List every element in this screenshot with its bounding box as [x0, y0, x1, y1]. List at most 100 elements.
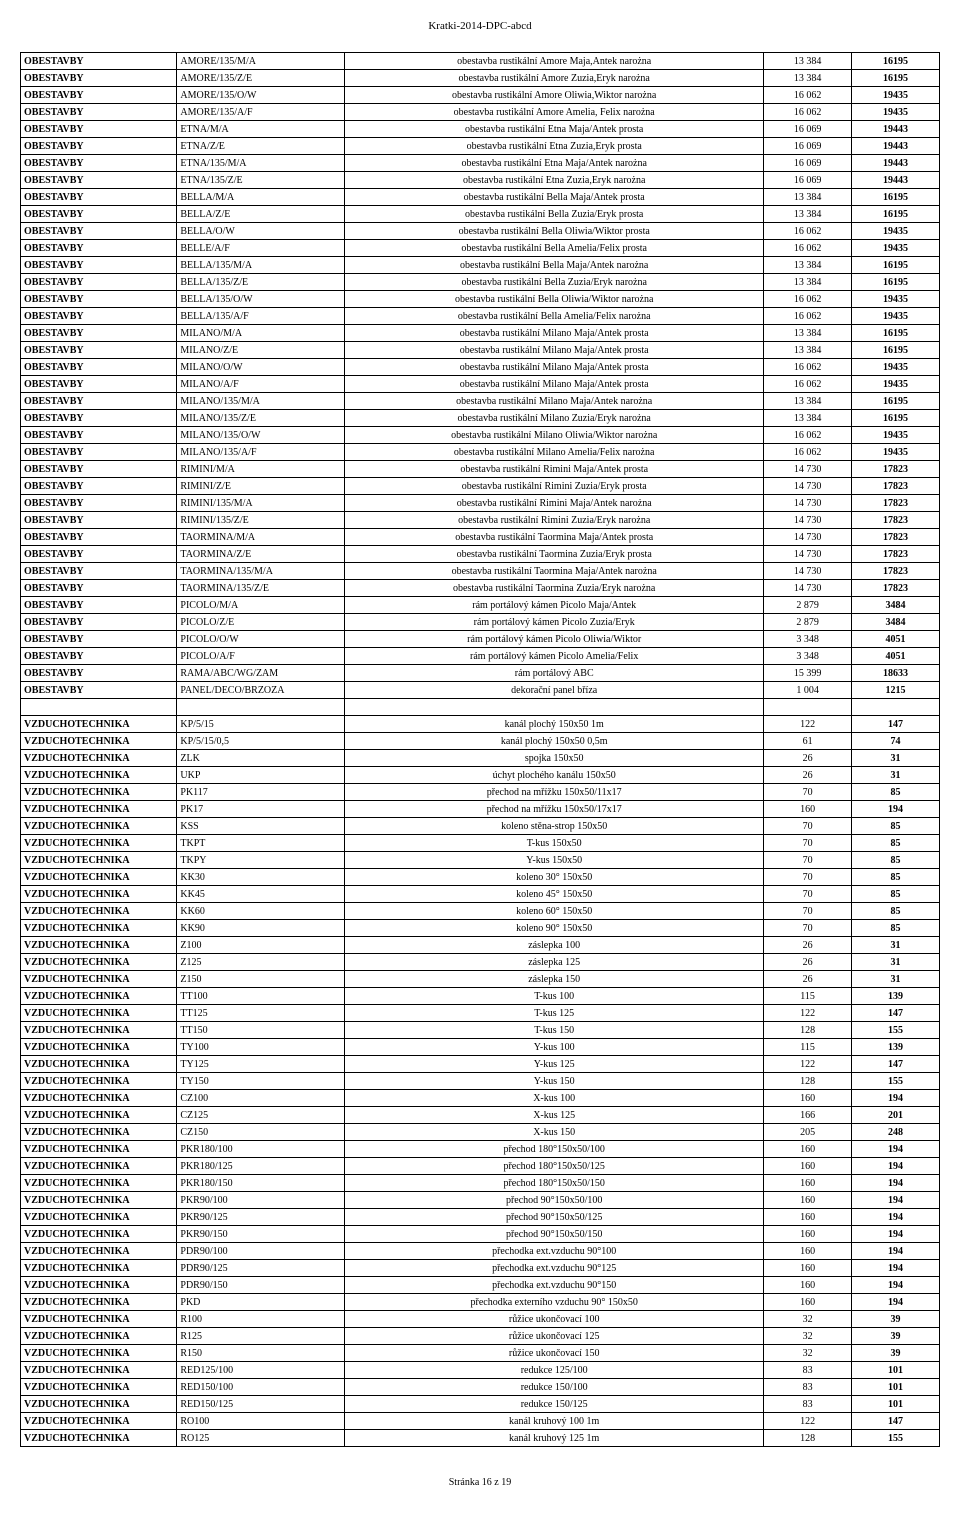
cell: záslepka 100 — [345, 937, 764, 954]
cell: RIMINI/135/M/A — [177, 495, 345, 512]
table-row: OBESTAVBYMILANO/135/M/Aobestavba rustiká… — [21, 393, 940, 410]
cell: 39 — [852, 1345, 940, 1362]
cell: VZDUCHOTECHNIKA — [21, 1158, 177, 1175]
table-row: OBESTAVBYPICOLO/M/Arám portálový kámen P… — [21, 597, 940, 614]
table-row: VZDUCHOTECHNIKATKPYY-kus 150x507085 — [21, 852, 940, 869]
cell: obestavba rustikální Rimini Maja/Antek p… — [345, 461, 764, 478]
cell: PK17 — [177, 801, 345, 818]
cell: KSS — [177, 818, 345, 835]
cell: 4051 — [852, 648, 940, 665]
cell: 160 — [764, 1209, 852, 1226]
cell — [764, 699, 852, 716]
cell: obestavba rustikální Taormina Zuzia/Eryk… — [345, 546, 764, 563]
table-row: OBESTAVBYRIMINI/135/M/Aobestavba rustiká… — [21, 495, 940, 512]
cell: 16 062 — [764, 240, 852, 257]
cell: VZDUCHOTECHNIKA — [21, 1039, 177, 1056]
cell: 17823 — [852, 495, 940, 512]
table-row: OBESTAVBYRIMINI/Z/Eobestavba rustikální … — [21, 478, 940, 495]
cell: TT150 — [177, 1022, 345, 1039]
cell: OBESTAVBY — [21, 665, 177, 682]
cell — [177, 699, 345, 716]
cell: T-kus 150 — [345, 1022, 764, 1039]
cell: růžice ukončovací 100 — [345, 1311, 764, 1328]
cell: redukce 150/125 — [345, 1396, 764, 1413]
cell: přechod 90°150x50/125 — [345, 1209, 764, 1226]
cell: OBESTAVBY — [21, 597, 177, 614]
table-row: VZDUCHOTECHNIKACZ150X-kus 150205248 — [21, 1124, 940, 1141]
table-row: VZDUCHOTECHNIKATT125T-kus 125122147 — [21, 1005, 940, 1022]
cell: 19443 — [852, 155, 940, 172]
cell: KK45 — [177, 886, 345, 903]
cell: 101 — [852, 1379, 940, 1396]
cell: OBESTAVBY — [21, 257, 177, 274]
cell: 16 062 — [764, 444, 852, 461]
cell: R100 — [177, 1311, 345, 1328]
cell: OBESTAVBY — [21, 614, 177, 631]
cell: VZDUCHOTECHNIKA — [21, 1056, 177, 1073]
cell: 3 348 — [764, 631, 852, 648]
cell: PDR90/125 — [177, 1260, 345, 1277]
table-row: VZDUCHOTECHNIKAPKR180/150přechod 180°150… — [21, 1175, 940, 1192]
cell: VZDUCHOTECHNIKA — [21, 716, 177, 733]
cell: 101 — [852, 1396, 940, 1413]
cell: 13 384 — [764, 342, 852, 359]
cell: OBESTAVBY — [21, 308, 177, 325]
cell: 26 — [764, 750, 852, 767]
cell: Z125 — [177, 954, 345, 971]
table-row: OBESTAVBYETNA/135/Z/Eobestavba rustikáln… — [21, 172, 940, 189]
cell: 74 — [852, 733, 940, 750]
cell: RO100 — [177, 1413, 345, 1430]
cell: OBESTAVBY — [21, 512, 177, 529]
cell: MILANO/A/F — [177, 376, 345, 393]
cell: PDR90/100 — [177, 1243, 345, 1260]
cell: 194 — [852, 1175, 940, 1192]
cell: VZDUCHOTECHNIKA — [21, 767, 177, 784]
table-row: VZDUCHOTECHNIKAPKR90/125přechod 90°150x5… — [21, 1209, 940, 1226]
cell: VZDUCHOTECHNIKA — [21, 954, 177, 971]
table-row: OBESTAVBYETNA/Z/Eobestavba rustikální Et… — [21, 138, 940, 155]
table-row: OBESTAVBYTAORMINA/135/M/Aobestavba rusti… — [21, 563, 940, 580]
cell: 19435 — [852, 291, 940, 308]
cell: 19435 — [852, 104, 940, 121]
cell: 16195 — [852, 393, 940, 410]
cell: 3484 — [852, 614, 940, 631]
cell: obestavba rustikální Milano Maja/Antek p… — [345, 376, 764, 393]
cell: PK117 — [177, 784, 345, 801]
cell: OBESTAVBY — [21, 359, 177, 376]
cell: obestavba rustikální Amore Zuzia,Eryk na… — [345, 70, 764, 87]
table-row: VZDUCHOTECHNIKAKP/5/15/0,5kanál plochý 1… — [21, 733, 940, 750]
cell: 85 — [852, 784, 940, 801]
cell: obestavba rustikální Bella Zuzia/Eryk na… — [345, 274, 764, 291]
cell: PKR180/125 — [177, 1158, 345, 1175]
table-row: VZDUCHOTECHNIKAPKR90/100přechod 90°150x5… — [21, 1192, 940, 1209]
cell: 14 730 — [764, 495, 852, 512]
cell: 85 — [852, 903, 940, 920]
cell: 147 — [852, 1413, 940, 1430]
cell: 122 — [764, 716, 852, 733]
table-row: OBESTAVBYBELLA/135/O/Wobestavba rustikál… — [21, 291, 940, 308]
table-row: VZDUCHOTECHNIKAR100růžice ukončovací 100… — [21, 1311, 940, 1328]
cell: 85 — [852, 869, 940, 886]
cell: 26 — [764, 767, 852, 784]
cell: MILANO/135/A/F — [177, 444, 345, 461]
table-row: VZDUCHOTECHNIKAKK30koleno 30° 150x507085 — [21, 869, 940, 886]
cell: PKD — [177, 1294, 345, 1311]
cell: 19443 — [852, 138, 940, 155]
cell: PICOLO/M/A — [177, 597, 345, 614]
cell: R150 — [177, 1345, 345, 1362]
table-row: OBESTAVBYMILANO/M/Aobestavba rustikální … — [21, 325, 940, 342]
cell: OBESTAVBY — [21, 393, 177, 410]
cell: OBESTAVBY — [21, 444, 177, 461]
cell: rám portálový kámen Picolo Amelia/Felix — [345, 648, 764, 665]
cell: TAORMINA/M/A — [177, 529, 345, 546]
cell: TY150 — [177, 1073, 345, 1090]
cell: OBESTAVBY — [21, 427, 177, 444]
cell: BELLA/135/Z/E — [177, 274, 345, 291]
cell: 13 384 — [764, 189, 852, 206]
table-row: OBESTAVBYBELLA/O/Wobestavba rustikální B… — [21, 223, 940, 240]
cell: VZDUCHOTECHNIKA — [21, 733, 177, 750]
cell: OBESTAVBY — [21, 223, 177, 240]
cell: 14 730 — [764, 563, 852, 580]
cell: TY125 — [177, 1056, 345, 1073]
cell: 155 — [852, 1073, 940, 1090]
